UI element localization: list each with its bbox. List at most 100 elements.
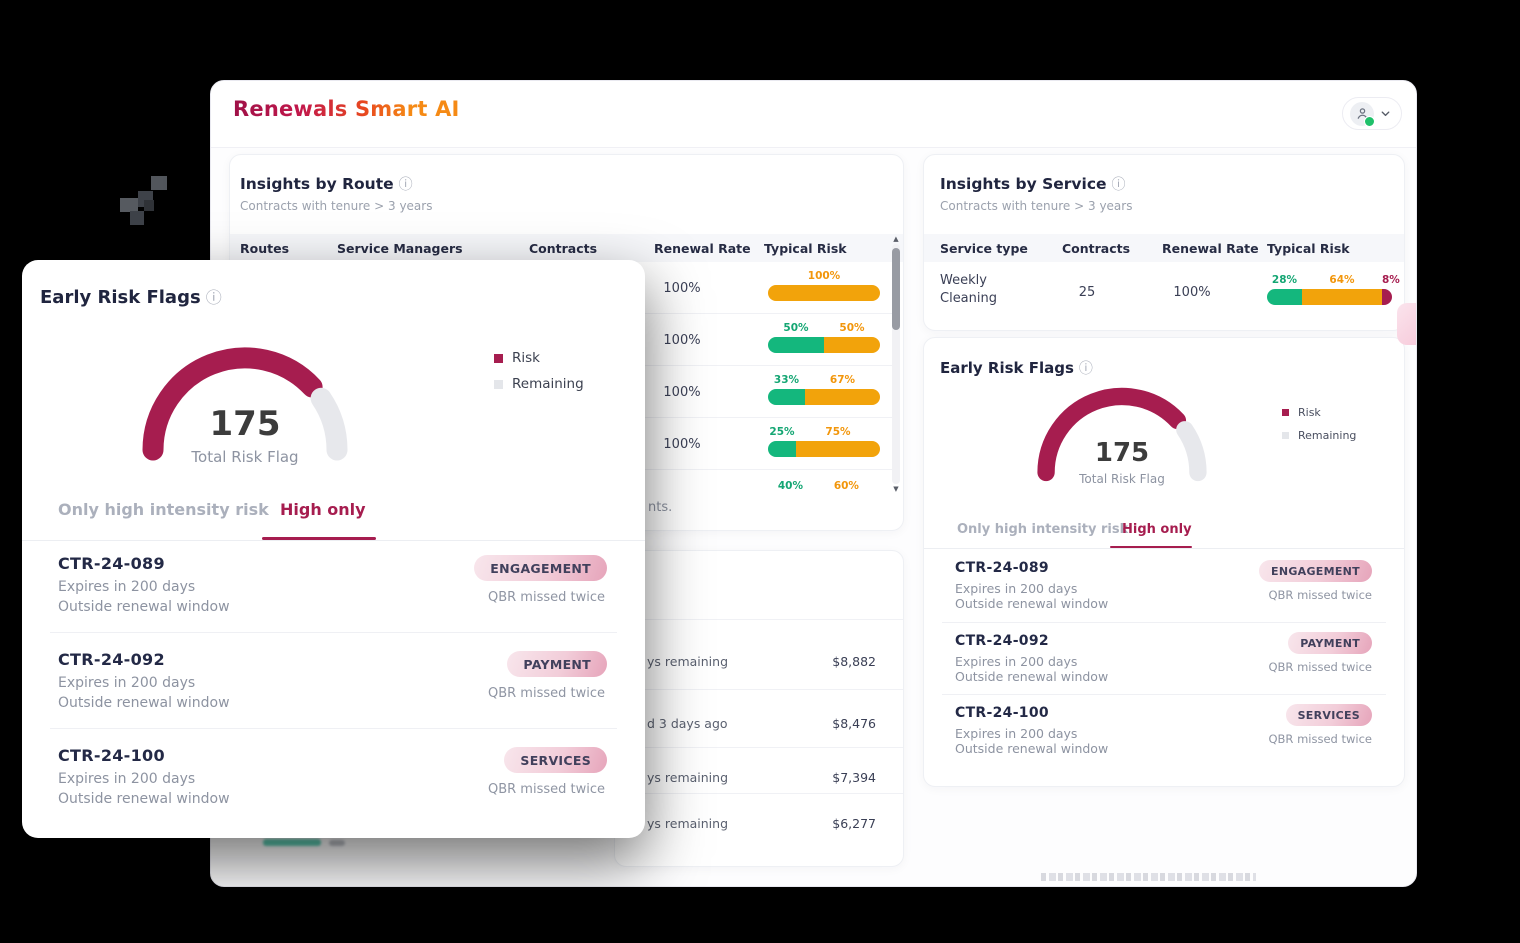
divider	[50, 728, 617, 729]
typical-risk-bar: 28% 64% 8%	[1267, 274, 1400, 305]
divider	[615, 689, 903, 690]
active-tab-underline	[262, 537, 376, 540]
col-contracts: Contracts	[529, 240, 598, 256]
col-contracts: Contracts	[1062, 240, 1131, 256]
gauge-label: Total Risk Flag	[191, 448, 299, 466]
avatar	[1350, 101, 1375, 127]
table-row[interactable]: Weekly Cleaning 25 100% 28% 64% 8%	[924, 262, 1404, 322]
active-tab-underline	[1110, 546, 1192, 548]
scrollbar-track[interactable]	[892, 244, 900, 484]
early-risk-flags-panel: Early Risk Flags ⓘ 175 Total Risk Flag Ri…	[923, 337, 1405, 787]
renewal-rate-value: 100%	[663, 332, 701, 348]
online-status-dot	[1364, 115, 1375, 127]
legend-remaining-label: Remaining	[1298, 429, 1357, 442]
info-icon[interactable]: ⓘ	[205, 288, 222, 307]
service-panel-subtitle: Contracts with tenure > 3 years	[940, 199, 1133, 213]
info-icon[interactable]: ⓘ	[1111, 177, 1126, 193]
risk-gauge: 175 Total Risk Flag	[135, 338, 355, 466]
qbr-note: QBR missed twice	[487, 686, 605, 701]
route-table-scrollbar[interactable]: ▲ ▼	[891, 234, 901, 494]
window-text: Outside renewal window	[58, 791, 230, 807]
status-badge: PAYMENT	[1288, 632, 1372, 654]
table-row-partial[interactable]: 40% 60%	[230, 470, 892, 491]
status-badge: ENGAGEMENT	[474, 555, 607, 581]
info-icon[interactable]: ⓘ	[1078, 361, 1093, 377]
route-footer-fragment: nts.	[648, 500, 673, 515]
gauge-legend: Risk Remaining	[494, 350, 584, 402]
typical-risk-bar: 50% 50%	[768, 322, 880, 353]
contract-id: CTR-24-092	[58, 650, 165, 669]
service-type-value: Weekly Cleaning	[940, 273, 997, 306]
tab-high-only[interactable]: High only	[280, 500, 366, 519]
divider	[924, 548, 1404, 549]
status-badge: SERVICES	[504, 747, 607, 773]
route-panel-subtitle: Contracts with tenure > 3 years	[240, 199, 433, 213]
service-panel-title: Insights by Service	[940, 175, 1107, 193]
qbr-note: QBR missed twice	[487, 782, 605, 797]
divider	[615, 619, 903, 620]
status-badge: SERVICES	[1285, 704, 1372, 726]
qbr-note: QBR missed twice	[1268, 588, 1372, 602]
qbr-note: QBR missed twice	[1268, 660, 1372, 674]
col-typical-risk: Typical Risk	[764, 240, 847, 256]
window-text: Outside renewal window	[955, 669, 1109, 684]
chevron-down-icon	[1381, 111, 1390, 117]
status-badge: ENGAGEMENT	[1259, 560, 1372, 582]
contract-id: CTR-24-092	[955, 633, 1049, 649]
divider	[615, 793, 903, 794]
typical-risk-bar: 40% 60%	[777, 480, 859, 491]
window-text: Outside renewal window	[58, 695, 230, 711]
status-badge: PAYMENT	[507, 651, 607, 677]
remaining-text: ys remaining	[647, 816, 728, 831]
qbr-note: QBR missed twice	[1268, 732, 1372, 746]
renewals-list-panel: ys remaining $8,882 d 3 days ago $8,476 …	[614, 550, 904, 867]
info-icon[interactable]: ⓘ	[398, 177, 413, 193]
col-renewal-rate: Renewal Rate	[654, 240, 751, 256]
contracts-value: 25	[1078, 284, 1096, 300]
remaining-text: ys remaining	[647, 654, 728, 669]
scrollbar-thumb[interactable]	[892, 248, 900, 330]
expiry-text: Expires in 200 days	[955, 726, 1078, 741]
window-text: Outside renewal window	[955, 596, 1109, 611]
obscured-text-fragment	[329, 840, 345, 846]
risk-gauge: 175 Total Risk Flag	[1030, 380, 1214, 486]
amount-value: $7,394	[832, 770, 876, 785]
divider	[942, 694, 1386, 695]
window-text: Outside renewal window	[58, 599, 230, 615]
window-text: Outside renewal window	[955, 741, 1109, 756]
expiry-text: Expires in 200 days	[58, 579, 196, 595]
scroll-down-icon[interactable]: ▼	[893, 485, 899, 493]
clipped-footer-text	[1041, 873, 1256, 881]
contract-id: CTR-24-089	[955, 560, 1049, 576]
col-routes: Routes	[240, 240, 290, 256]
col-typical-risk: Typical Risk	[1267, 240, 1350, 256]
expiry-text: Expires in 200 days	[58, 675, 196, 691]
gauge-label: Total Risk Flag	[1079, 472, 1165, 486]
qbr-note: QBR missed twice	[487, 590, 605, 605]
app-title: Renewals Smart AI	[233, 97, 460, 121]
col-service-type: Service type	[940, 240, 1028, 256]
col-renewal-rate: Renewal Rate	[1162, 240, 1259, 256]
risk-legend-swatch	[1282, 409, 1289, 416]
contract-id: CTR-24-100	[955, 705, 1049, 721]
typical-risk-bar: 25% 75%	[768, 426, 880, 457]
route-table-header: Routes Service Managers Contracts Renewa…	[230, 234, 903, 262]
renewal-rate-value: 100%	[663, 384, 701, 400]
user-menu-button[interactable]	[1342, 97, 1402, 130]
divider	[50, 632, 617, 633]
route-panel-title: Insights by Route	[240, 175, 394, 193]
col-service-managers: Service Managers	[337, 240, 463, 256]
scroll-up-icon[interactable]: ▲	[893, 235, 899, 243]
gauge-legend: Risk Remaining	[1282, 406, 1356, 452]
tab-only-high-intensity-risk[interactable]: Only high intensity risk	[58, 500, 269, 519]
gauge-value: 175	[1094, 438, 1150, 468]
tab-high-only[interactable]: High only	[1122, 522, 1192, 537]
divider	[22, 540, 645, 541]
remaining-legend-swatch	[1282, 432, 1289, 439]
amount-value: $8,476	[832, 716, 876, 731]
legend-risk-label: Risk	[512, 350, 540, 366]
legend-remaining-label: Remaining	[512, 376, 584, 392]
tab-only-high-intensity-risk[interactable]: Only high intensity risk	[957, 522, 1129, 537]
divider	[942, 622, 1386, 623]
typical-risk-bar: 100%	[768, 270, 880, 301]
